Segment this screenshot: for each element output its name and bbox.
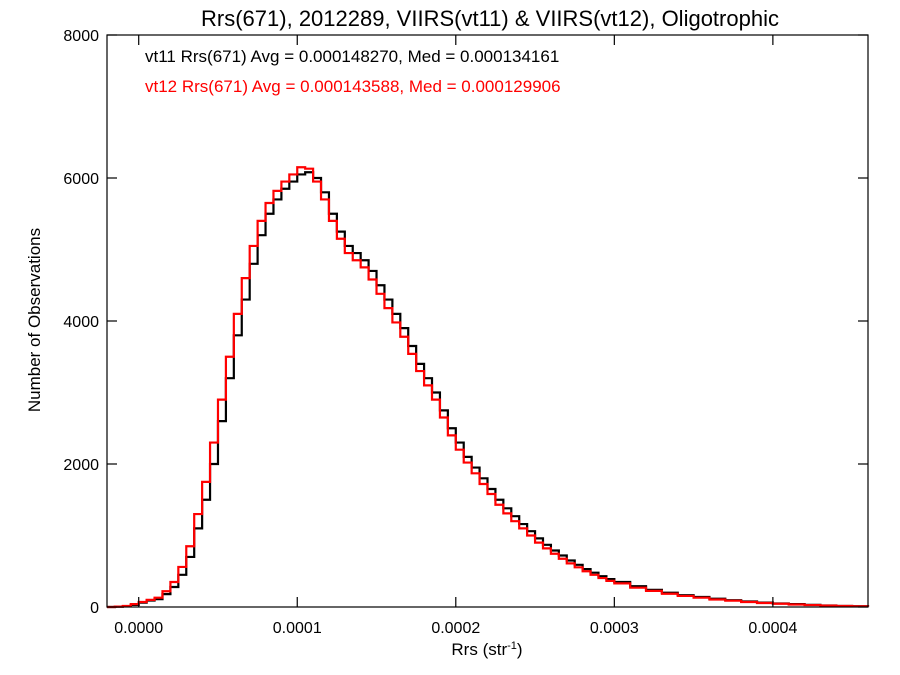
x-tick-label: 0.0000 <box>114 620 163 637</box>
y-tick-label: 2000 <box>63 457 99 474</box>
y-tick-label: 6000 <box>63 171 99 188</box>
y-axis-label: Number of Observations <box>25 228 44 412</box>
chart-title: Rrs(671), 2012289, VIIRS(vt11) & VIIRS(v… <box>201 6 779 31</box>
x-tick-label: 0.0003 <box>590 620 639 637</box>
x-tick-label: 0.0001 <box>273 620 322 637</box>
plot-series <box>107 166 870 609</box>
y-axis-ticks: 0 2000 4000 6000 8000 <box>63 28 868 617</box>
x-axis-ticks: 0.0000 0.0001 0.0002 0.0003 0.0004 <box>114 35 797 637</box>
x-axis-label-close: ) <box>517 640 523 659</box>
x-axis-label: Rrs (str-1) <box>451 640 522 659</box>
annotation-vt11: vt11 Rrs(671) Avg = 0.000148270, Med = 0… <box>145 47 559 66</box>
x-axis-label-text: Rrs (str <box>451 640 507 659</box>
y-tick-label: 4000 <box>63 314 99 331</box>
x-axis-label-superscript: -1 <box>507 640 517 652</box>
annotation-vt12: vt12 Rrs(671) Avg = 0.000143588, Med = 0… <box>145 77 561 96</box>
x-tick-label: 0.0002 <box>431 620 480 637</box>
series-line-1 <box>107 166 870 609</box>
x-tick-label: 0.0004 <box>748 620 797 637</box>
y-tick-label: 0 <box>90 600 99 617</box>
y-tick-label: 8000 <box>63 28 99 45</box>
